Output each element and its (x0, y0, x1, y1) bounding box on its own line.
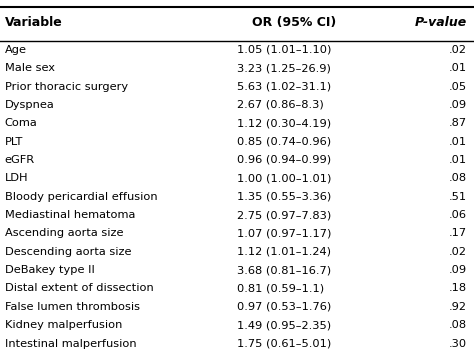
Text: 3.23 (1.25–26.9): 3.23 (1.25–26.9) (237, 63, 331, 73)
Text: 2.75 (0.97–7.83): 2.75 (0.97–7.83) (237, 210, 331, 220)
Text: Variable: Variable (5, 16, 63, 29)
Text: 1.05 (1.01–1.10): 1.05 (1.01–1.10) (237, 45, 331, 55)
Text: Dyspnea: Dyspnea (5, 100, 55, 110)
Text: Intestinal malperfusion: Intestinal malperfusion (5, 339, 137, 348)
Text: .87: .87 (449, 118, 467, 128)
Text: 5.63 (1.02–31.1): 5.63 (1.02–31.1) (237, 82, 331, 91)
Text: .01: .01 (449, 155, 467, 165)
Text: 1.00 (1.00–1.01): 1.00 (1.00–1.01) (237, 173, 331, 183)
Text: Male sex: Male sex (5, 63, 55, 73)
Text: eGFR: eGFR (5, 155, 35, 165)
Text: Distal extent of dissection: Distal extent of dissection (5, 283, 154, 293)
Text: .18: .18 (449, 283, 467, 293)
Text: 1.07 (0.97–1.17): 1.07 (0.97–1.17) (237, 228, 331, 238)
Text: Coma: Coma (5, 118, 37, 128)
Text: 0.81 (0.59–1.1): 0.81 (0.59–1.1) (237, 283, 324, 293)
Text: 1.49 (0.95–2.35): 1.49 (0.95–2.35) (237, 320, 331, 330)
Text: .01: .01 (449, 137, 467, 146)
Text: 3.68 (0.81–16.7): 3.68 (0.81–16.7) (237, 265, 331, 275)
Text: .17: .17 (449, 228, 467, 238)
Text: Ascending aorta size: Ascending aorta size (5, 228, 123, 238)
Text: 1.35 (0.55–3.36): 1.35 (0.55–3.36) (237, 192, 331, 202)
Text: DeBakey type II: DeBakey type II (5, 265, 95, 275)
Text: .92: .92 (449, 302, 467, 312)
Text: Bloody pericardial effusion: Bloody pericardial effusion (5, 192, 157, 202)
Text: 1.12 (0.30–4.19): 1.12 (0.30–4.19) (237, 118, 331, 128)
Text: .30: .30 (449, 339, 467, 348)
Text: .08: .08 (449, 320, 467, 330)
Text: Prior thoracic surgery: Prior thoracic surgery (5, 82, 128, 91)
Text: False lumen thrombosis: False lumen thrombosis (5, 302, 140, 312)
Text: .51: .51 (449, 192, 467, 202)
Text: .05: .05 (449, 82, 467, 91)
Text: .08: .08 (449, 173, 467, 183)
Text: Age: Age (5, 45, 27, 55)
Text: .02: .02 (449, 247, 467, 257)
Text: .02: .02 (449, 45, 467, 55)
Text: 0.85 (0.74–0.96): 0.85 (0.74–0.96) (237, 137, 331, 146)
Text: 0.96 (0.94–0.99): 0.96 (0.94–0.99) (237, 155, 331, 165)
Text: Descending aorta size: Descending aorta size (5, 247, 131, 257)
Text: 1.75 (0.61–5.01): 1.75 (0.61–5.01) (237, 339, 331, 348)
Text: .06: .06 (449, 210, 467, 220)
Text: .09: .09 (449, 100, 467, 110)
Text: .01: .01 (449, 63, 467, 73)
Text: 1.12 (1.01–1.24): 1.12 (1.01–1.24) (237, 247, 331, 257)
Text: 0.97 (0.53–1.76): 0.97 (0.53–1.76) (237, 302, 331, 312)
Text: OR (95% CI): OR (95% CI) (252, 16, 336, 29)
Text: Mediastinal hematoma: Mediastinal hematoma (5, 210, 135, 220)
Text: 2.67 (0.86–8.3): 2.67 (0.86–8.3) (237, 100, 324, 110)
Text: .09: .09 (449, 265, 467, 275)
Text: P-value: P-value (415, 16, 467, 29)
Text: PLT: PLT (5, 137, 23, 146)
Text: Kidney malperfusion: Kidney malperfusion (5, 320, 122, 330)
Text: LDH: LDH (5, 173, 28, 183)
